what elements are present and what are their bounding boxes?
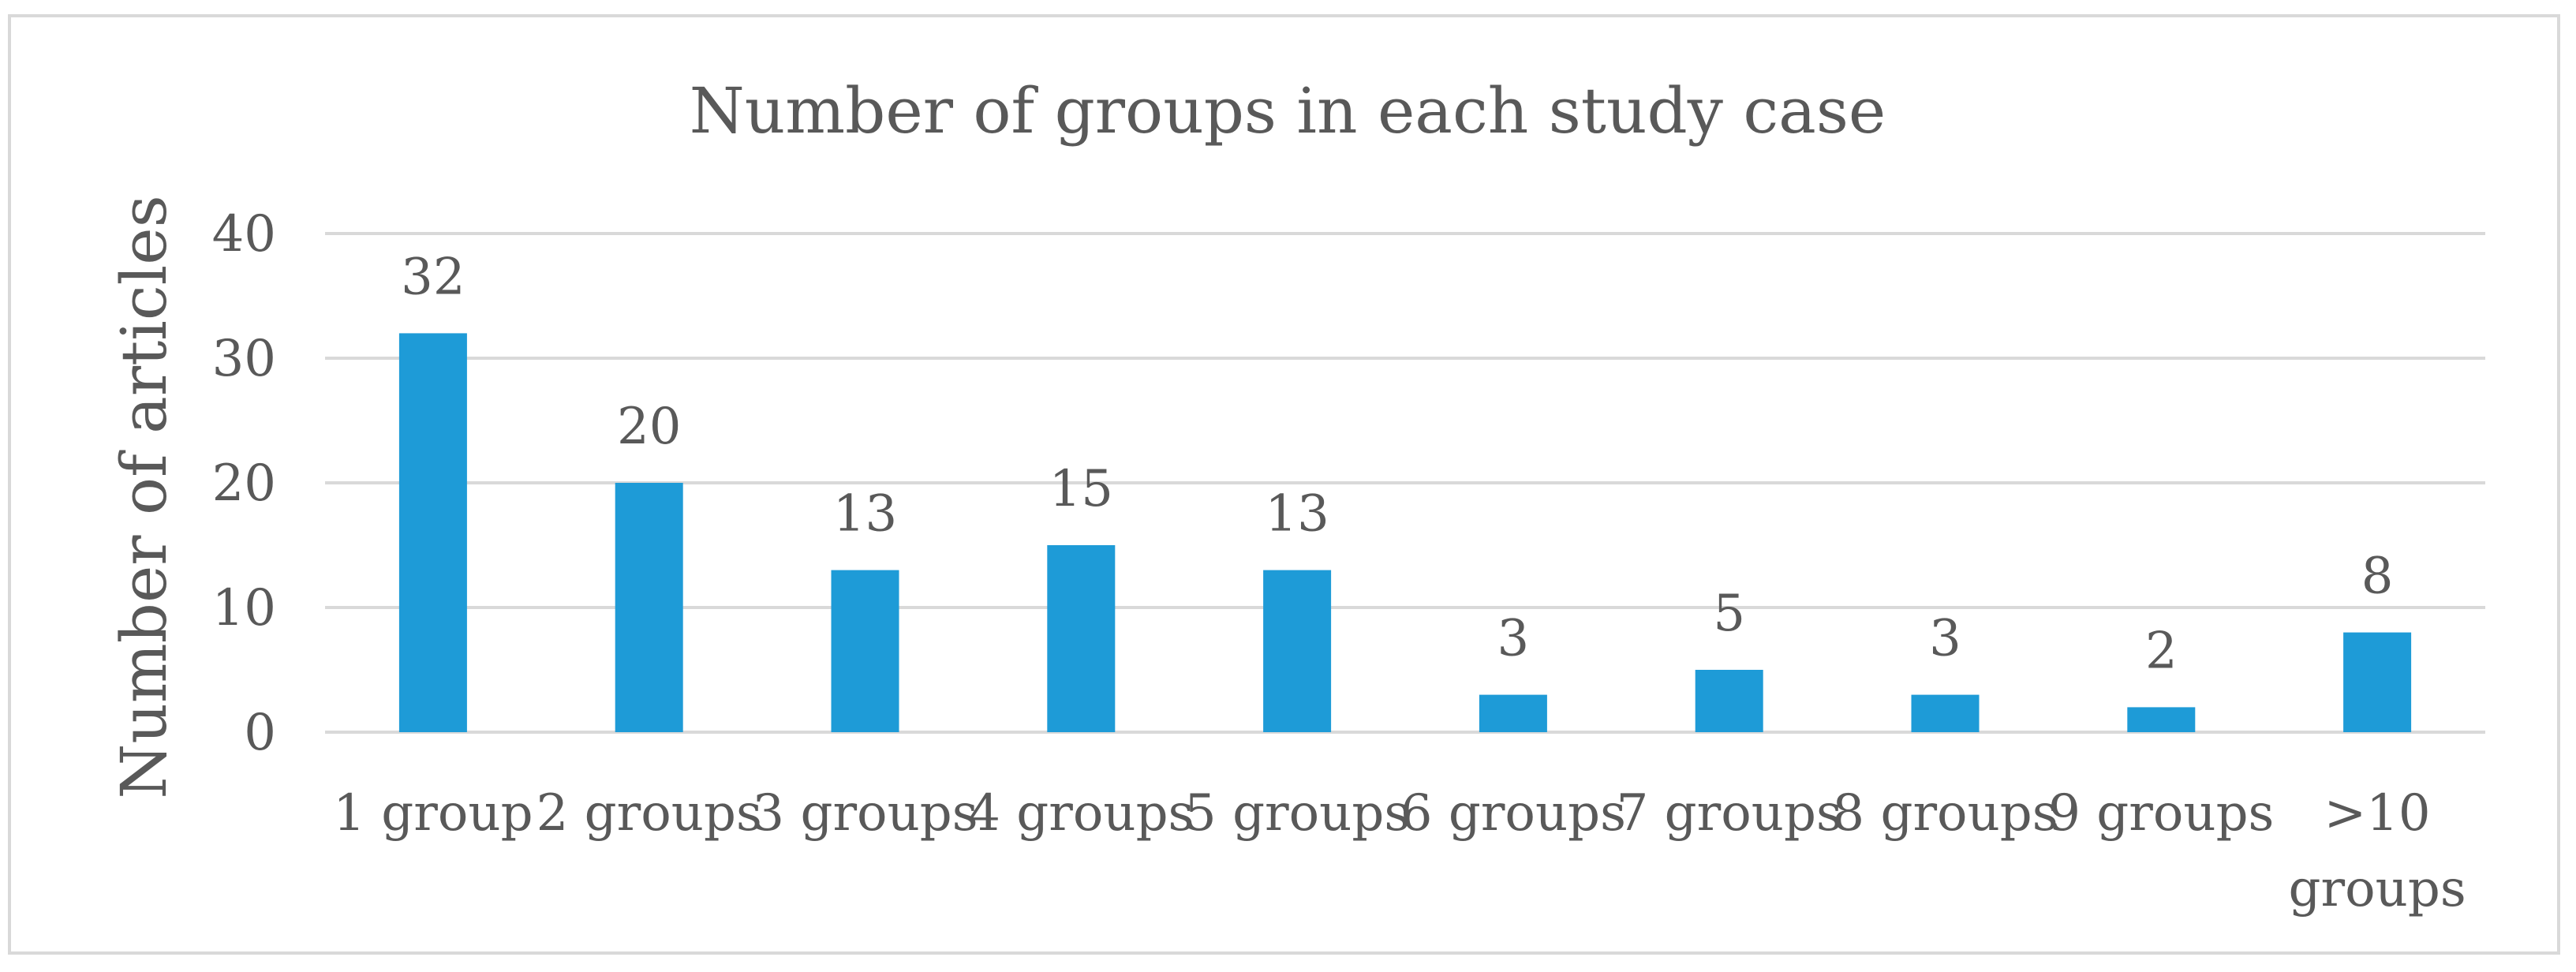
x-tick-label: 7 groups: [1617, 784, 1842, 843]
data-label: 2: [2145, 622, 2178, 680]
x-tick-label: 6 groups: [1400, 784, 1626, 843]
bar-3: [831, 570, 899, 732]
x-tick-label: 3 groups: [752, 784, 978, 843]
bar-10: [2343, 632, 2412, 732]
y-axis-ticks: 0 10 20 30 40: [212, 205, 276, 762]
gridlines: [325, 232, 2485, 734]
bar-2: [615, 483, 683, 732]
bar-4: [1047, 545, 1116, 732]
x-tick-label: 4 groups: [968, 784, 1194, 843]
x-tick-label: 8 groups: [1832, 784, 2058, 843]
bar-5: [1263, 570, 1332, 732]
data-label: 3: [1497, 610, 1530, 668]
data-label: 20: [617, 398, 681, 456]
data-label: 5: [1713, 585, 1745, 643]
bar-6: [1479, 694, 1547, 732]
x-tick-label: >10 groups: [2289, 784, 2466, 918]
y-tick-label: 30: [212, 330, 276, 388]
x-tick-label: 5 groups: [1184, 784, 1410, 843]
data-label: 13: [833, 485, 897, 544]
y-tick-label: 10: [212, 579, 276, 637]
chart-title: Number of groups in each study case: [690, 74, 1886, 148]
bars: [398, 333, 2412, 732]
bar-7: [1695, 670, 1763, 732]
data-label: 32: [401, 248, 465, 306]
data-label: 13: [1265, 485, 1329, 544]
data-label: 8: [2361, 548, 2394, 606]
y-tick-label: 20: [212, 454, 276, 513]
bar-1: [398, 333, 467, 732]
x-tick-label: 1 group: [333, 784, 533, 843]
y-tick-label: 40: [212, 205, 276, 264]
x-tick-label: 2 groups: [537, 784, 762, 843]
data-label: 3: [1929, 610, 1961, 668]
y-tick-label: 0: [244, 704, 276, 762]
x-tick-label: 9 groups: [2048, 784, 2274, 843]
bar-9: [2127, 707, 2196, 732]
data-label: 15: [1049, 460, 1113, 518]
y-axis-title: Number of articles: [107, 195, 181, 798]
bar-8: [1911, 694, 1980, 732]
